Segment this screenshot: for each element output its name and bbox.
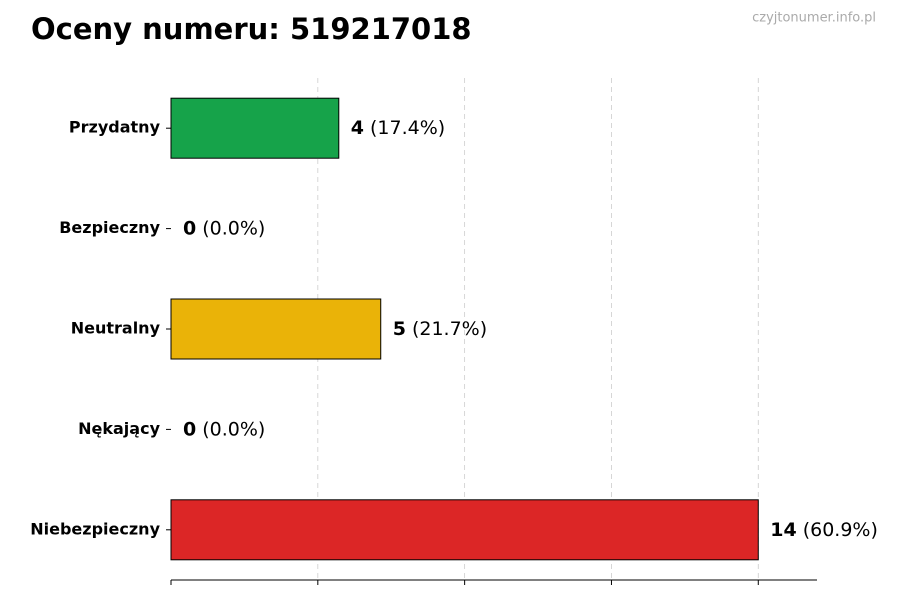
value-count: 0 [183,418,196,440]
value-percentage: (17.4%) [370,117,445,139]
value-label: 0 (0.0%) [183,418,265,440]
value-count: 5 [393,318,406,340]
value-count: 0 [183,217,196,239]
value-percentage: (60.9%) [803,518,878,540]
value-label: 14 (60.9%) [770,518,878,540]
y-tick-label: Nękający [78,419,160,438]
value-percentage: (21.7%) [412,318,487,340]
value-label: 4 (17.4%) [351,117,445,139]
chart-title: Oceny numeru: 519217018 [31,12,472,46]
value-percentage: (0.0%) [202,418,265,440]
bar [170,97,340,159]
y-tick-label: Niebezpieczny [30,519,160,538]
bar [170,298,382,360]
value-percentage: (0.0%) [202,217,265,239]
value-count: 4 [351,117,364,139]
value-count: 14 [770,518,796,540]
watermark: czyjtonumer.info.pl [752,11,876,26]
y-tick-label: Bezpieczny [59,218,160,237]
value-label: 0 (0.0%) [183,217,265,239]
y-tick-label: Przydatny [69,118,161,137]
value-label: 5 (21.7%) [393,318,487,340]
y-tick-label: Neutralny [71,319,161,338]
bar [170,499,759,561]
